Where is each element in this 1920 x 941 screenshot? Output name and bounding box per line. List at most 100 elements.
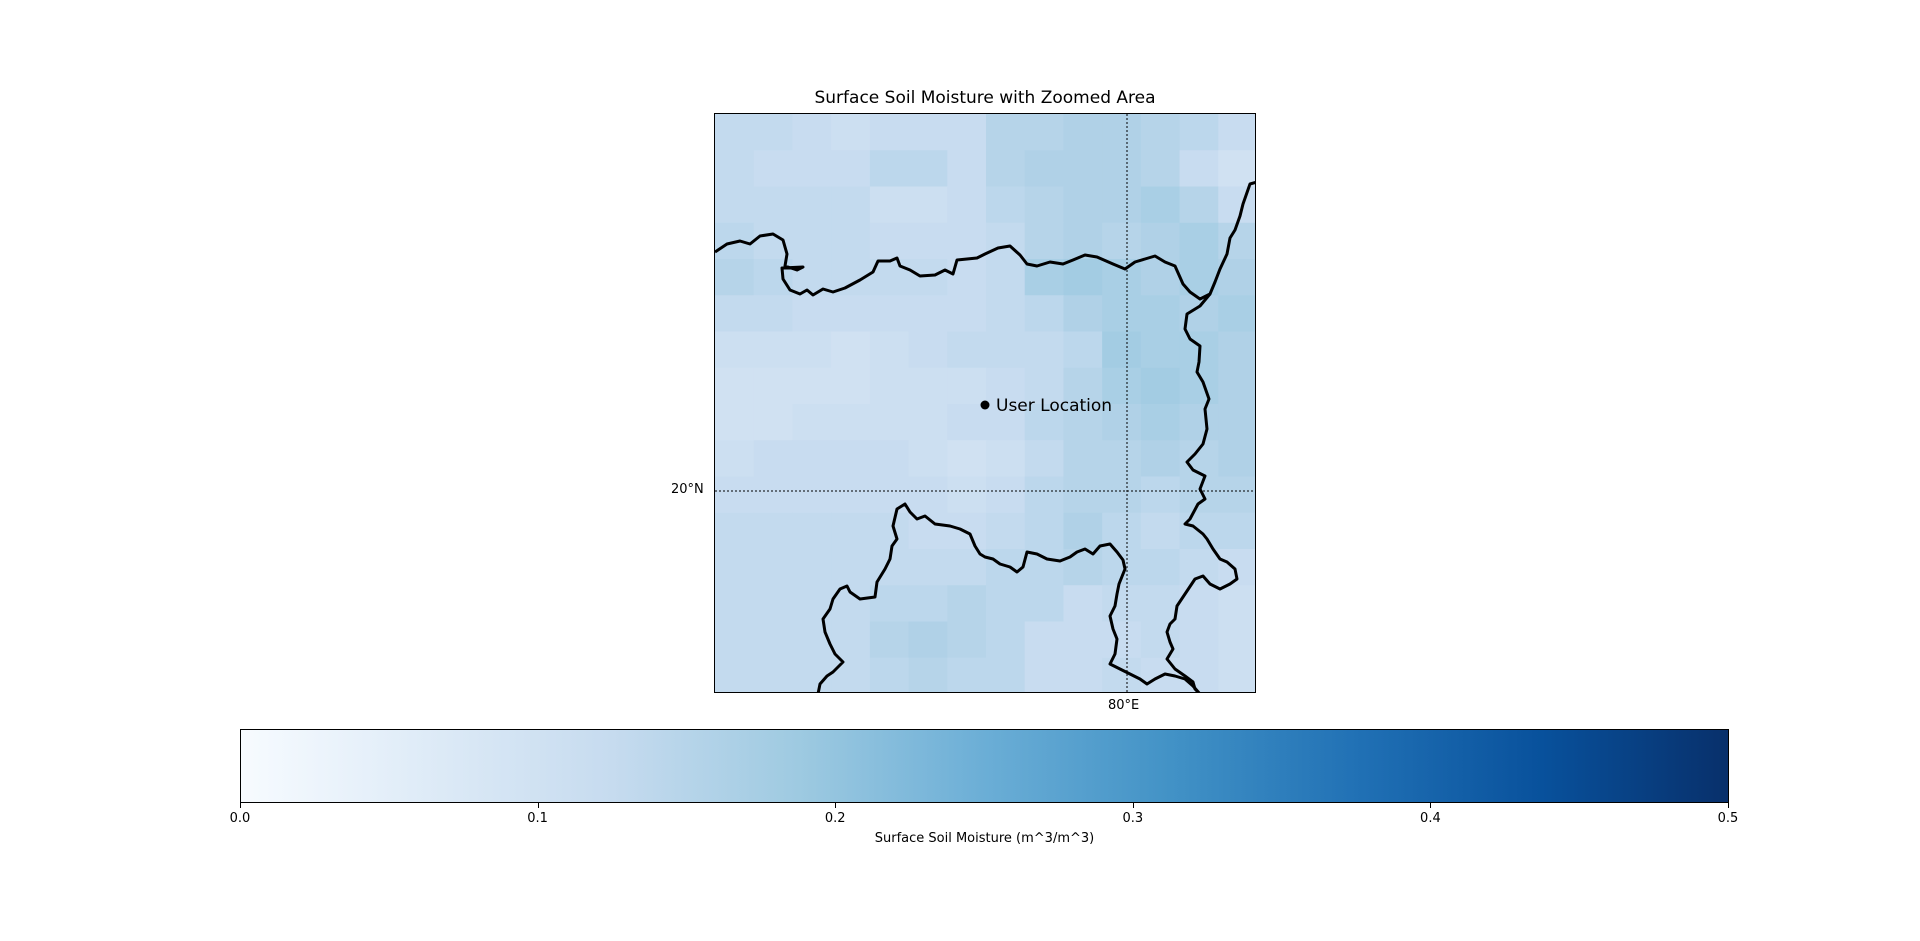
grid-cell [986,621,1026,659]
grid-cell [792,222,832,260]
grid-cell [1140,186,1181,224]
grid-cell [1102,150,1142,188]
grid-cell [1063,512,1103,550]
grid-cell [1102,331,1142,369]
colorbar-tick-label: 0.5 [1717,811,1739,826]
grid-cell [1102,404,1142,441]
grid-cell [1063,295,1103,333]
grid-cell [792,295,832,333]
grid-cell [1179,404,1219,441]
grid-cell [715,512,755,550]
grid-cell [1024,186,1065,224]
grid-cell [1218,367,1255,405]
grid-cell [1140,114,1181,151]
grid-cell [1063,657,1103,692]
grid-cell [1063,259,1103,296]
grid-cell [1063,114,1103,151]
grid-cell [831,657,871,692]
grid-cell [947,585,987,623]
grid-cell [1179,621,1219,659]
colorbar-tick [537,803,539,808]
grid-cell [908,585,948,623]
grid-cell [753,621,794,659]
grid-cell [715,367,755,405]
colorbar [240,729,1729,803]
grid-cell [1102,222,1142,260]
grid-cell [1063,367,1103,405]
grid-cell [908,367,948,405]
grid-cell [753,549,794,586]
grid-cell [908,259,948,296]
grid-cell [753,512,794,550]
grid-cell [1102,476,1142,514]
grid-cell [1218,404,1255,441]
grid-cell [947,440,987,478]
grid-cell [1179,150,1219,188]
grid-cell [986,331,1026,369]
grid-cell [1140,440,1181,478]
grid-cell [1063,440,1103,478]
grid-cell [986,114,1026,151]
grid-cell [1024,295,1065,333]
grid-cell [1218,621,1255,659]
grid-cell [1140,404,1181,441]
grid-cell [753,331,794,369]
grid-cell [947,621,987,659]
grid-cell [986,259,1026,296]
map-canvas: User Location [715,114,1255,692]
grid-cell [869,404,910,441]
grid-cell [831,512,871,550]
grid-cell [715,331,755,369]
grid-cell [753,404,794,441]
grid-cell [831,549,871,586]
grid-cell [792,657,832,692]
grid-cell [792,150,832,188]
grid-cell [908,186,948,224]
grid-cell [869,657,910,692]
grid-cell [1218,440,1255,478]
grid-cell [1140,549,1181,586]
grid-cell [1063,222,1103,260]
grid-cell [1063,404,1103,441]
grid-cell [831,476,871,514]
user-location-label: User Location [996,396,1112,416]
grid-cell [986,549,1026,586]
grid-cell [908,295,948,333]
map-panel[interactable]: User Location [714,113,1256,693]
colorbar-tick-label: 0.3 [1122,811,1144,826]
grid-cell [1063,585,1103,623]
grid-cell [1140,621,1181,659]
grid-cell [1102,585,1142,623]
grid-cell [753,150,794,188]
grid-cell [1024,621,1065,659]
grid-cell [986,367,1026,405]
grid-cell [1024,657,1065,692]
colorbar-label: Surface Soil Moisture (m^3/m^3) [874,831,1095,846]
grid-cell [792,512,832,550]
grid-cell [715,150,755,188]
grid-cell [831,150,871,188]
grid-cell [792,476,832,514]
grid-cell [831,331,871,369]
grid-cell [792,549,832,586]
colorbar-tick-label: 0.4 [1420,811,1441,826]
grid-cell [908,331,948,369]
lat-tick-label: 20°N [671,482,704,497]
grid-cell [947,114,987,151]
grid-cell [1218,150,1255,188]
grid-cell [715,476,755,514]
colorbar-tick-label: 0.1 [527,811,548,826]
grid-cell [1063,549,1103,586]
boundary-east [1165,293,1239,692]
grid-cell [947,150,987,188]
grid-cell [715,621,755,659]
user-location-marker [980,400,990,410]
grid-cell [1140,512,1181,550]
grid-cell [1063,150,1103,188]
grid-cell [1024,331,1065,369]
grid-cell [947,186,987,224]
grid-cell [986,657,1026,692]
grid-cell [1102,295,1142,333]
grid-cell [986,295,1026,333]
boundary-south [816,502,1201,692]
